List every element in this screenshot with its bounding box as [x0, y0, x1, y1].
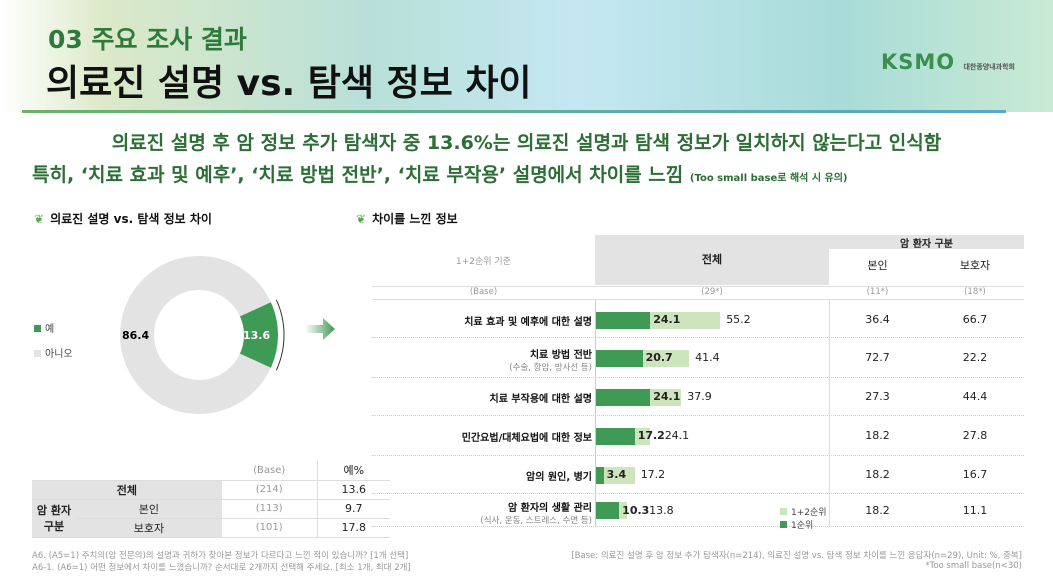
- col-group-header: 암 환자 구분: [829, 235, 1024, 250]
- arrow-right-icon: [305, 318, 335, 340]
- category-label: 치료 부작용에 대한 설명: [489, 394, 592, 405]
- bar-section-title: ❦ 차이를 느낀 정보: [356, 212, 458, 226]
- category-label: 치료 방법 전반 (수술, 항암, 방사선 등): [509, 350, 592, 373]
- bar-rank1: [596, 349, 643, 367]
- highlight-arc: [275, 299, 285, 371]
- bar-rank1: [596, 311, 651, 329]
- value-label-rank12: 17.2: [640, 468, 666, 481]
- base-label: (Base): [469, 287, 498, 297]
- headline-1: 의료진 설명 후 암 정보 추가 탐색자 중 13.6%는 의료진 설명과 탐색…: [111, 132, 942, 154]
- value-label-rank1: 10.3: [622, 503, 650, 517]
- leaf-icon: ❦: [34, 212, 45, 226]
- donut-section-title: ❦ 의료진 설명 vs. 탐색 정보 차이: [34, 212, 212, 226]
- category-label: 민간요법/대체요법에 대한 정보: [461, 433, 592, 444]
- donut-slice-yes: [239, 302, 278, 368]
- label-no: 86.4: [122, 329, 149, 342]
- section-label: 03 주요 조사 결과: [48, 25, 247, 54]
- cell-self: 36.4: [865, 313, 890, 326]
- headline-2: 특히, ‘치료 효과 및 예후’, ‘치료 방법 전반’, ‘치료 부작용’ 설…: [32, 164, 848, 186]
- bar-rank1: [596, 502, 620, 519]
- page-title: 의료진 설명 vs. 탐색 정보 차이: [46, 63, 532, 104]
- bar-rank1: [596, 427, 635, 445]
- table-row: 암 환자의 생활 관리 (식사, 운동, 스트레스, 수면 등) 10.3 13.8 1…: [372, 494, 1024, 527]
- label-yes: 13.6: [243, 329, 270, 342]
- col-self-header: 본인: [867, 259, 888, 272]
- axis-line: [595, 300, 596, 527]
- bar-rank1: [596, 388, 651, 406]
- value-label-rank1: 17.2: [637, 429, 665, 442]
- logo: KSMO 대한종양내과학회: [881, 50, 1015, 74]
- table-row: 암의 원인, 병기 3.4 17.2 18.2 16.7: [372, 456, 1024, 494]
- footnote-q1: A6. (A5=1) 주치의(암 전문의)의 설명과 귀하가 찾아본 정보가 다…: [32, 551, 409, 561]
- legend-rank1: 1순위: [780, 518, 813, 531]
- cell-guardian: 44.4: [962, 390, 988, 403]
- cell-self: 27.3: [865, 390, 890, 403]
- value-label-rank1: 24.1: [653, 390, 681, 403]
- legend-yes: 예: [34, 320, 54, 335]
- table-row: 치료 부작용에 대한 설명 24.1 37.9 27.3 44.4: [372, 378, 1024, 416]
- bar-rank12: [596, 466, 635, 484]
- cell-self: 18.2: [865, 503, 890, 517]
- footnote-small-base: *Too small base(n<30): [925, 561, 1022, 571]
- base-row: [372, 286, 1024, 300]
- legend-no: 아니오: [34, 345, 73, 360]
- value-label-rank12: 13.8: [649, 503, 674, 517]
- leaf-icon: ❦: [356, 212, 367, 226]
- cell-guardian: 27.8: [962, 429, 988, 442]
- table-row: 치료 효과 및 예후에 대한 설명 24.1 55.2 36.4 66.7: [372, 302, 1024, 338]
- value-label-rank1: 3.4: [606, 468, 627, 481]
- cell-guardian: 66.7: [962, 313, 988, 326]
- col-total-header: 전체: [595, 235, 829, 285]
- cell-self: 72.7: [865, 351, 890, 364]
- cell-guardian: 11.1: [962, 503, 988, 517]
- table-row: 치료 방법 전반 (수술, 항암, 방사선 등) 20.7 41.4 72.7 22.2: [372, 338, 1024, 378]
- criteria-label: 1+2순위 기준: [456, 257, 511, 267]
- category-label: 암의 원인, 병기: [526, 472, 592, 483]
- legend-rank12: 1+2순위: [780, 505, 827, 518]
- value-label-rank1: 20.7: [645, 351, 673, 364]
- value-label-rank1: 24.1: [653, 313, 681, 326]
- value-label-rank12: 41.4: [695, 351, 720, 364]
- base-total: (29*): [701, 287, 723, 297]
- base-guardian: (18*): [964, 287, 986, 297]
- value-label-rank12: 37.9: [687, 390, 712, 403]
- cell-self: 18.2: [865, 429, 890, 442]
- donut-slice-no: [120, 256, 271, 414]
- table-row: 민간요법/대체요법에 대한 정보 17.2 24.1 18.2 27.8: [372, 416, 1024, 456]
- footnote-q2: A6-1. (A6=1) 어떤 정보에서 차이를 느꼈습니까? 순서대로 2개까…: [32, 563, 411, 573]
- value-label-rank12: 24.1: [664, 429, 690, 442]
- col-guardian-header: 보호자: [959, 259, 991, 272]
- cell-guardian: 16.7: [962, 468, 988, 481]
- left-summary-table: (Base) 예% 전체 (214) 13.6 암 환자 구분 본인 (113) 9.7 보…: [32, 461, 390, 538]
- base-self: (11*): [866, 287, 889, 297]
- divider: [829, 300, 830, 527]
- donut-chart: 86.4 13.6: [120, 256, 285, 414]
- category-label: 치료 효과 및 예후에 대한 설명: [464, 317, 592, 328]
- value-label-rank12: 55.2: [726, 313, 751, 326]
- category-label: 암 환자의 생활 관리 (식사, 운동, 스트레스, 수면 등): [480, 502, 592, 526]
- footnote-base: [Base: 의료진 설명 후 암 정보 추가 탐색자(n=214), 의료진 …: [571, 551, 1022, 561]
- bar-rank1: [596, 466, 604, 484]
- header-banner: [0, 0, 1053, 113]
- cell-self: 18.2: [865, 468, 890, 481]
- cell-guardian: 22.2: [962, 351, 988, 364]
